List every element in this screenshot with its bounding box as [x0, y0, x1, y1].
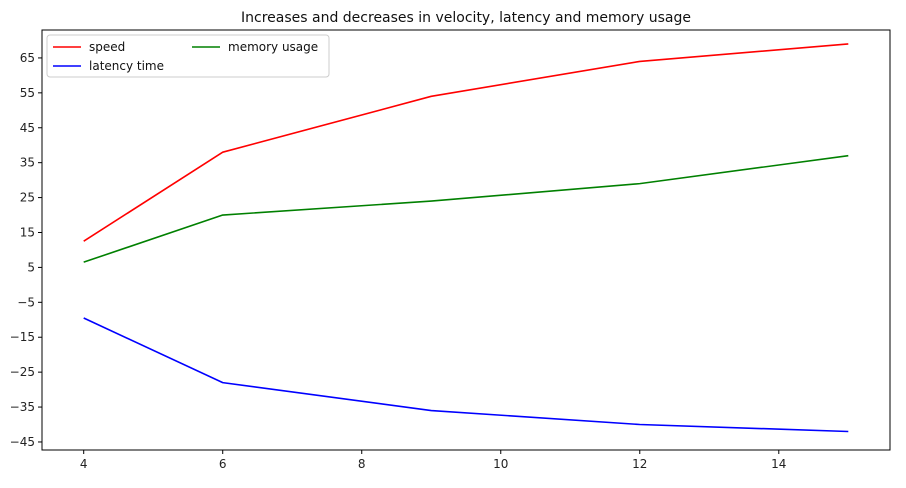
x-tick-label: 4: [80, 457, 88, 471]
y-tick-label: 35: [20, 156, 35, 170]
y-tick-label: 5: [27, 260, 35, 274]
legend: speed latency time memory usage: [46, 34, 330, 78]
series-line-latency-time: [83, 317, 849, 433]
y-tick-label: 25: [20, 191, 35, 205]
series-line-speed: [83, 43, 849, 242]
x-tick-label: 14: [771, 457, 786, 471]
y-tick-label: −5: [17, 295, 35, 309]
y-tick-label: −15: [10, 330, 35, 344]
chart-title: Increases and decreases in velocity, lat…: [241, 10, 691, 26]
x-tick-label: 10: [493, 457, 508, 471]
legend-label-speed: speed: [89, 40, 125, 54]
legend-label-latency-time: latency time: [89, 59, 164, 73]
legend-label-memory-usage: memory usage: [228, 40, 318, 54]
plot-area: [41, 29, 891, 451]
y-tick-label: 65: [20, 51, 35, 65]
legend-box: [46, 34, 330, 78]
x-tick-label: 8: [358, 457, 366, 471]
y-tick-label: 45: [20, 121, 35, 135]
x-axis: 4 6 8 10 12 14: [80, 450, 786, 471]
y-tick-label: 15: [20, 225, 35, 239]
y-tick-label: 55: [20, 86, 35, 100]
y-tick-label: −25: [10, 365, 35, 379]
series-layer: [83, 43, 849, 433]
y-tick-label: −35: [10, 400, 35, 414]
y-axis: 65 55 45 35 25 15 5 −5 −15 −25 −35 −45: [10, 51, 42, 449]
x-tick-label: 12: [632, 457, 647, 471]
series-line-memory-usage: [83, 154, 849, 263]
x-tick-label: 6: [219, 457, 227, 471]
y-tick-label: −45: [10, 435, 35, 449]
